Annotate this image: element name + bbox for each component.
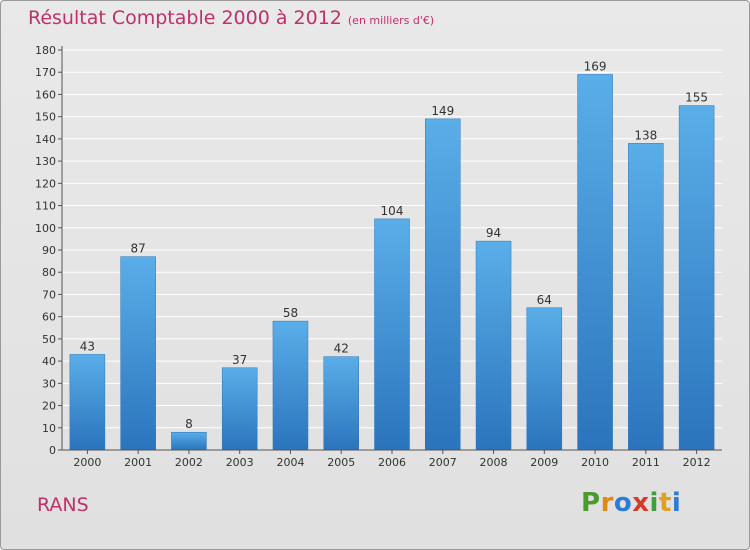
data-label: 58 <box>283 306 298 320</box>
data-label: 94 <box>486 226 501 240</box>
y-tick-label: 170 <box>35 66 56 79</box>
proxiti-logo[interactable]: Proxiti <box>581 488 681 518</box>
data-label: 169 <box>584 59 607 73</box>
logo-letter: P <box>581 488 601 518</box>
chart-subtitle: (en milliers d'€) <box>347 14 435 27</box>
logo-letter: r <box>600 488 614 518</box>
x-tick-label: 2000 <box>73 456 101 469</box>
y-tick-label: 50 <box>42 333 56 346</box>
bar <box>577 74 613 451</box>
y-tick-label: 40 <box>42 355 56 368</box>
x-tick-label: 2004 <box>276 456 304 469</box>
chart-title: Résultat Comptable 2000 à 2012 (en millie… <box>28 7 434 29</box>
bars <box>69 74 715 451</box>
logo-letter: i <box>649 488 659 518</box>
bar <box>425 118 461 451</box>
x-tick-label: 2010 <box>581 456 609 469</box>
logo-letter: t <box>658 488 672 518</box>
logo-letter: x <box>632 488 650 518</box>
data-label: 64 <box>537 293 552 307</box>
y-tick-label: 150 <box>35 111 56 124</box>
x-tick-label: 2012 <box>683 456 711 469</box>
x-tick-label: 2006 <box>378 456 406 469</box>
x-tick-label: 2009 <box>530 456 558 469</box>
y-tick-label: 130 <box>35 155 56 168</box>
bar <box>678 105 715 451</box>
x-tick-label: 2002 <box>175 456 203 469</box>
y-tick-label: 0 <box>49 444 56 457</box>
y-tick-label: 30 <box>42 377 56 390</box>
data-label: 149 <box>431 104 454 118</box>
x-tick-label: 2001 <box>124 456 152 469</box>
bar <box>374 218 410 451</box>
x-tick-label: 2007 <box>429 456 457 469</box>
y-tick-label: 70 <box>42 288 56 301</box>
y-tick-label: 20 <box>42 400 56 413</box>
data-label: 138 <box>634 128 657 142</box>
commune-name: RANS <box>37 494 89 516</box>
y-tick-label: 110 <box>35 200 56 213</box>
x-tick-label: 2003 <box>226 456 254 469</box>
data-label: 37 <box>232 353 247 367</box>
bar <box>171 431 207 451</box>
y-tick-label: 180 <box>35 44 56 57</box>
y-tick-label: 60 <box>42 311 56 324</box>
labels: 0 10 20 30 40 50 60 70 80 90 100 110 120 130 140 150 160… <box>35 44 711 469</box>
y-tick-label: 80 <box>42 266 56 279</box>
y-tick-label: 90 <box>42 244 56 257</box>
data-label: 87 <box>131 242 146 256</box>
data-label: 43 <box>80 339 95 353</box>
bar <box>221 367 258 451</box>
bar <box>475 240 512 451</box>
bar <box>69 354 106 451</box>
data-label: 155 <box>685 91 708 105</box>
chart-title-text: Résultat Comptable 2000 à 2012 <box>28 7 342 29</box>
x-tick-label: 2008 <box>480 456 508 469</box>
bar <box>323 356 359 451</box>
data-label: 8 <box>185 417 193 431</box>
data-label: 42 <box>334 342 349 356</box>
bar <box>272 320 309 451</box>
y-tick-label: 160 <box>35 88 56 101</box>
y-tick-label: 100 <box>35 222 56 235</box>
data-label: 104 <box>381 204 404 218</box>
x-tick-label: 2011 <box>632 456 660 469</box>
logo-letter: o <box>613 488 633 518</box>
logo-letter: i <box>671 488 682 518</box>
axes <box>58 46 722 454</box>
y-tick-label: 10 <box>42 422 56 435</box>
y-tick-label: 140 <box>35 133 56 146</box>
bar <box>526 307 563 451</box>
y-tick-label: 120 <box>35 177 56 190</box>
bar <box>120 256 156 451</box>
x-tick-label: 2005 <box>327 456 355 469</box>
bar <box>628 143 664 451</box>
